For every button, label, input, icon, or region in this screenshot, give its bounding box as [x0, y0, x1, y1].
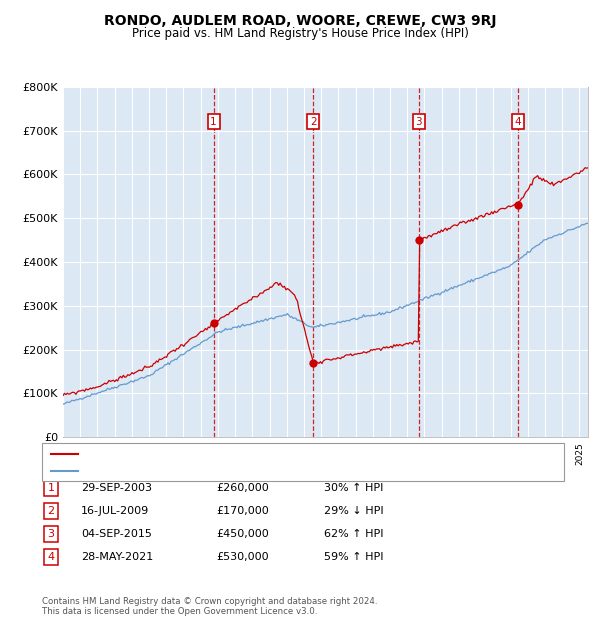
Text: 29% ↓ HPI: 29% ↓ HPI [324, 506, 383, 516]
Text: 30% ↑ HPI: 30% ↑ HPI [324, 483, 383, 493]
Text: 3: 3 [415, 117, 422, 127]
Text: 59% ↑ HPI: 59% ↑ HPI [324, 552, 383, 562]
Text: 3: 3 [47, 529, 55, 539]
Text: RONDO, AUDLEM ROAD, WOORE, CREWE, CW3 9RJ (detached house): RONDO, AUDLEM ROAD, WOORE, CREWE, CW3 9R… [83, 449, 428, 459]
Text: £450,000: £450,000 [216, 529, 269, 539]
Text: 4: 4 [47, 552, 55, 562]
Text: 62% ↑ HPI: 62% ↑ HPI [324, 529, 383, 539]
Text: 28-MAY-2021: 28-MAY-2021 [81, 552, 153, 562]
Text: 29-SEP-2003: 29-SEP-2003 [81, 483, 152, 493]
Text: 04-SEP-2015: 04-SEP-2015 [81, 529, 152, 539]
Text: RONDO, AUDLEM ROAD, WOORE, CREWE, CW3 9RJ: RONDO, AUDLEM ROAD, WOORE, CREWE, CW3 9R… [104, 14, 496, 28]
Text: Contains HM Land Registry data © Crown copyright and database right 2024.: Contains HM Land Registry data © Crown c… [42, 597, 377, 606]
Text: £260,000: £260,000 [216, 483, 269, 493]
Text: 4: 4 [514, 117, 521, 127]
Text: 16-JUL-2009: 16-JUL-2009 [81, 506, 149, 516]
Text: £530,000: £530,000 [216, 552, 269, 562]
Text: £170,000: £170,000 [216, 506, 269, 516]
Text: Price paid vs. HM Land Registry's House Price Index (HPI): Price paid vs. HM Land Registry's House … [131, 27, 469, 40]
Text: 2: 2 [310, 117, 317, 127]
Text: 2: 2 [47, 506, 55, 516]
Text: 1: 1 [47, 483, 55, 493]
Text: HPI: Average price, detached house, Shropshire: HPI: Average price, detached house, Shro… [83, 466, 320, 476]
Text: 1: 1 [211, 117, 217, 127]
Text: This data is licensed under the Open Government Licence v3.0.: This data is licensed under the Open Gov… [42, 607, 317, 616]
